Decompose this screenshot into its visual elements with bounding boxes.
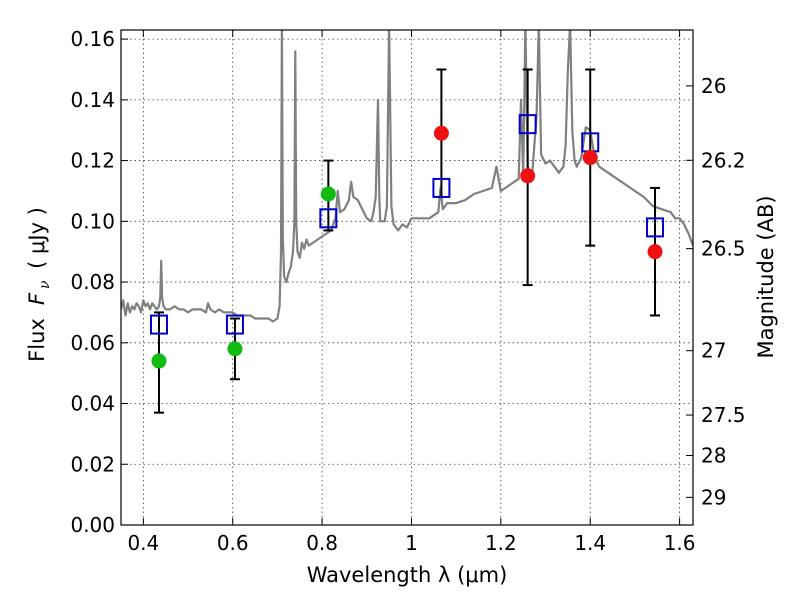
observed-point [151,353,167,369]
y-tick-label: 0.08 [70,270,115,294]
model-photometry-squares [149,114,665,335]
observed-point [320,186,336,202]
observed-point [520,168,536,184]
y-tick-label: 0.14 [70,88,115,112]
axis-ticks: 0.4 0.6 0.8 1 1.2 1.4 1.6 0.00 0.02 0.04 0.06 0.08 0… [70,27,745,555]
model-square [319,208,338,229]
model-square [149,314,168,335]
observed-point [647,244,663,260]
right-tick-label: 27.5 [701,403,746,427]
y-tick-label: 0.06 [70,331,115,355]
y-tick-label: 0.10 [70,209,115,233]
y-tick-label: 0.16 [70,27,115,51]
model-square [432,177,451,198]
right-tick-label: 26.2 [701,148,746,172]
y-axis-label: Flux F ν ( μJy ) [25,207,53,362]
y-tick-label: 0.00 [70,513,115,537]
model-square [518,114,537,135]
right-tick-label: 26.5 [701,237,746,261]
x-tick-label: 1.4 [574,531,606,555]
right-tick-label: 28 [701,443,726,467]
x-tick-label: 1 [405,531,418,555]
right-tick-label: 26 [701,74,726,98]
observed-point [433,125,449,141]
x-tick-label: 0.6 [217,531,249,555]
y-axis-label-subscript: ν [37,280,53,289]
model-square [225,314,244,335]
grid [121,30,693,525]
observed-point [582,150,598,166]
y-axis-label-symbol: F [25,292,49,305]
observed-photometry-points [151,125,663,369]
x-tick-label: 1.2 [485,531,517,555]
x-tick-label: 0.4 [127,531,159,555]
x-tick-label: 0.8 [306,531,338,555]
right-tick-label: 29 [701,485,726,509]
plot-frame [120,29,694,526]
spectrum-layer [121,30,693,323]
x-tick-label: 1.6 [664,531,696,555]
x-axis-label: Wavelength λ (μm) [307,563,508,587]
y-tick-label: 0.12 [70,149,115,173]
model-square [646,217,665,238]
error-bars [153,68,661,414]
observed-point [227,341,243,357]
y-tick-label: 0.02 [70,452,115,476]
right-axis-label: Magnitude (AB) [754,195,778,358]
spectrum-line [121,30,693,323]
y-tick-label: 0.04 [70,392,115,416]
y-axis-label-units: ( μJy ) [25,207,49,269]
y-axis-label-prefix: Flux [25,318,49,362]
right-tick-label: 27 [701,339,726,363]
